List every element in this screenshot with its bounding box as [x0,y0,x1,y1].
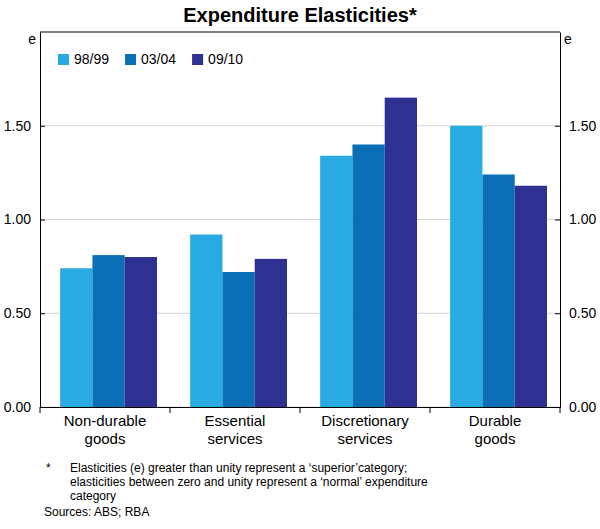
axis-line [560,33,561,408]
title: Expenditure Elasticities* [183,4,417,26]
bars [60,98,547,407]
tick-mark [555,313,560,314]
bar-series [125,98,547,407]
chart: Expenditure Elasticities* 0.00 0.50 1.00 1.5… [0,0,600,529]
tick-label: 1.00 [569,211,596,227]
tick: Essentialservices [205,407,266,447]
group-separator [560,407,561,413]
category-label: Essentialservices [205,412,266,447]
tick: Durablegoods [469,407,522,447]
tick-label: 0.50 [4,305,31,321]
group-separator [300,407,301,413]
bar [92,255,124,407]
tick-mark [40,126,45,127]
tick: 1.00 [4,211,45,227]
tick: 0.00 [4,399,45,415]
tick-label: 0.50 [569,305,596,321]
frame-top [40,32,560,33]
tick: 0.50 [4,305,45,321]
tick: 0.50 [555,305,596,321]
tick-label: 0.00 [569,399,596,415]
legend-item: 09/10 [192,51,243,67]
bar [385,98,417,407]
bar [320,156,352,407]
category-label: Durablegoods [469,412,522,447]
tick: 1.50 [555,118,596,134]
y-axis-right: 0.00 0.50 1.00 1.50 [555,33,596,415]
footnote: Elasticities (e) greater than unity repr… [70,461,407,475]
group-separator [430,407,431,413]
bar [222,272,254,407]
tick-mark [555,220,560,221]
legend-swatch [125,54,136,65]
category-label: Discretionaryservices [321,412,409,447]
footnote: category [70,489,116,503]
tick-label: 0.00 [4,399,31,415]
y-axis-left: 0.00 0.50 1.00 1.50 [4,33,45,415]
legend-item: 03/04 [125,51,176,67]
legend-label: 09/10 [208,51,243,67]
tick-label: 1.50 [4,118,31,134]
bar [515,186,547,407]
bar [482,175,514,408]
tick-label: 1.50 [569,118,596,134]
tick-mark [40,313,45,314]
legend-label: 03/04 [141,51,176,67]
bar-series [92,145,514,408]
bar [125,257,157,407]
tick-mark [40,220,45,221]
axis-unit: e [564,31,572,47]
tick: 0.00 [555,399,596,415]
tick: Discretionaryservices [321,407,409,447]
tick: Non-durablegoods [64,407,147,447]
footnote-marker: * [46,461,51,475]
tick-mark [555,126,560,127]
axis-unit: e [28,31,36,47]
bar [450,126,482,407]
group-separator [40,407,41,413]
bar-series [60,126,482,407]
x-axis: Non-durablegoods Essentialservices Discret… [41,407,561,447]
tick-label: 1.00 [4,211,31,227]
legend-swatch [192,54,203,65]
bar [255,259,287,407]
category-label: Non-durablegoods [64,412,147,447]
legend-item: 98/99 [58,51,109,67]
bar [352,145,384,408]
source: Sources: ABS; RBA [44,505,149,519]
bar [190,235,222,408]
legend-swatch [58,54,69,65]
tick: 1.50 [4,118,45,134]
footnote: elasticities between zero and unity repr… [70,475,428,489]
group-separator [170,407,171,413]
tick: 1.00 [555,211,596,227]
legend: 98/99 03/04 09/10 [58,51,243,67]
legend-label: 98/99 [74,51,109,67]
group-separators [40,407,560,413]
grid [40,126,560,407]
bar [60,268,92,407]
